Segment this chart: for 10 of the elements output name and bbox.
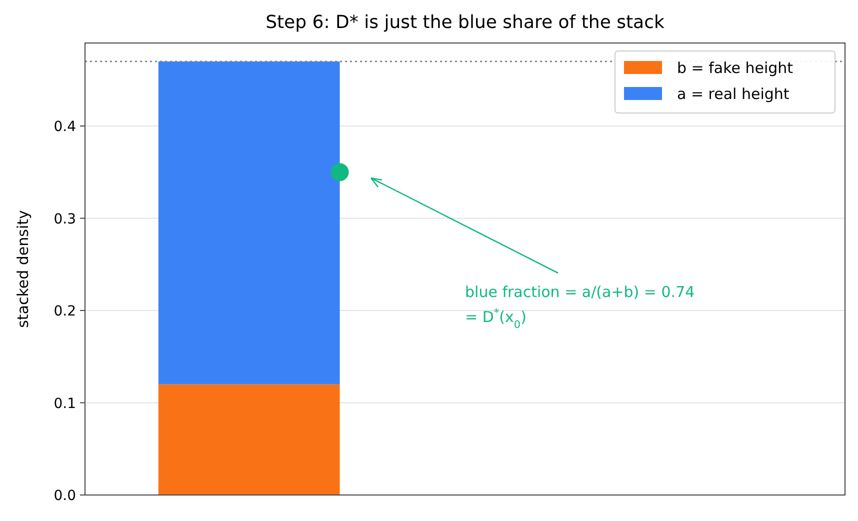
annotation: blue fraction = a/(a+b) = 0.74 = D$^{*}$(x$_{0}$) xyxy=(465,283,695,331)
y-tick-label: 0.4 xyxy=(54,119,76,136)
chart-title: Step 6: D* is just the blue share of the stack xyxy=(266,12,665,33)
legend-label: b = fake height xyxy=(677,59,794,77)
y-tick-label: 0.2 xyxy=(54,304,76,320)
y-tick-label: 0.1 xyxy=(54,396,76,412)
y-tick-label: 0.3 xyxy=(54,211,76,228)
legend-label: a = real height xyxy=(677,85,790,103)
y-tick-label: 0.0 xyxy=(54,488,76,504)
y-axis-title: stacked density xyxy=(14,210,32,328)
